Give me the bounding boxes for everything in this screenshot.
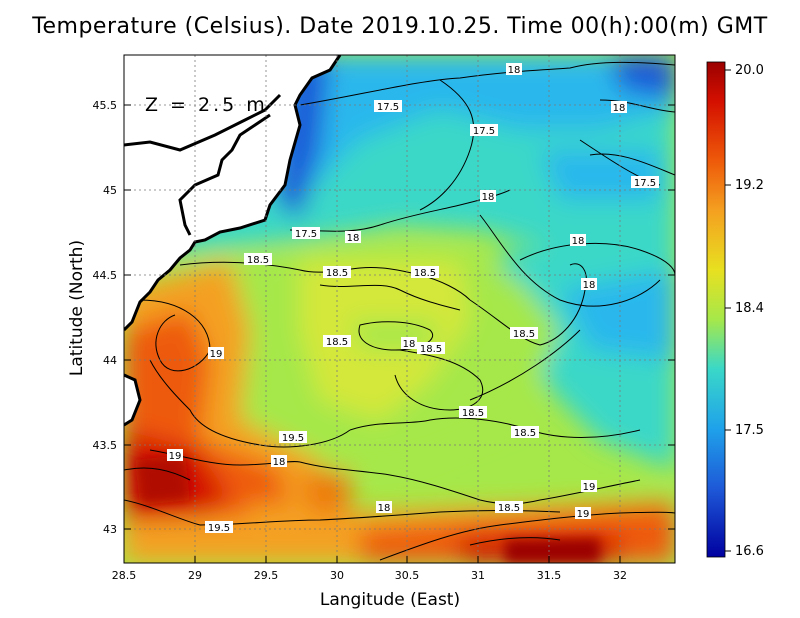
y-axis-label: Latitude (North) [67,239,87,377]
x-tick-label: 31.5 [537,569,562,582]
contour-label-bg [510,327,538,339]
y-tick-label: 45.5 [93,99,118,112]
contour-label: 18 [403,339,416,350]
contour-label-bg [459,406,487,418]
contour-label: 18 [347,233,360,244]
x-axis-label: Langitude (East) [319,590,461,610]
contour-label: 18 [378,503,391,514]
contour-label-bg [279,431,307,443]
contour-label: 18.5 [247,255,269,266]
x-tick-label: 32 [613,569,627,582]
contour-label: 18.5 [414,268,436,279]
x-tick-label: 30.5 [395,569,420,582]
contour-label: 18.5 [420,344,442,355]
contour-label-bg [376,501,392,513]
contour-label-bg [506,63,522,75]
colorbar-tick-label: 17.5 [735,423,764,438]
contour-label-bg [167,449,183,461]
y-tick-label: 43.5 [93,439,118,452]
y-tick-label: 44.5 [93,269,118,282]
contour-label: 18 [508,65,521,76]
contour-label: 18 [583,280,596,291]
chart-title: Temperature (Celsius). Date 2019.10.25. … [32,14,768,39]
y-axis-ticks: 43 43.5 44 44.5 45 45.5 [93,99,675,536]
y-tick-label: 43 [103,523,117,536]
contour-label-bg [374,100,402,112]
contour-label-bg [271,455,287,467]
contour-label-bg [323,266,351,278]
x-tick-label: 28.5 [112,569,137,582]
colorbar-scale [706,61,726,558]
contour-label-bg [495,501,523,513]
contour-label: 17.5 [377,102,399,113]
contour-label-bg [631,176,659,188]
contour-label: 19 [210,349,223,360]
x-tick-label: 29.5 [254,569,279,582]
contour-label: 18.5 [513,329,535,340]
contour-label-bg [208,347,224,359]
contour-label: 18.5 [498,503,520,514]
contour-label: 18.5 [326,337,348,348]
x-axis-ticks: 28.5 29 29.5 30 30.5 31 31.5 32 [112,556,627,582]
y-tick-label: 44 [103,354,117,367]
colorbar: 20.0 19.2 18.4 17.5 16.6 [706,61,764,559]
colorbar-tick-label: 18.4 [735,301,764,316]
contour-label: 19 [169,451,182,462]
contour-label-bg [323,335,351,347]
coastline-west [124,373,142,427]
contour-label-bg [575,507,591,519]
coastline [124,55,342,332]
depth-label: Z = 2.5 m [145,94,268,116]
contour-label: 19 [577,509,590,520]
contour-label-bg [401,337,417,349]
contour-label-bg [292,227,320,239]
contour-label-bg [345,231,361,243]
contour-label: 17.5 [634,178,656,189]
contour-label-bg [417,342,445,354]
contour-label: 18.5 [462,408,484,419]
contour-label: 18 [273,457,286,468]
contour-label-bg [470,124,498,136]
contour-label: 17.5 [295,229,317,240]
contour-labels: 18 17.5 17.5 18 17.5 18 17.5 18 18 18.5 18.5 18.5 18… [167,63,659,534]
contour-label-bg [611,101,627,113]
y-tick-label: 45 [103,184,117,197]
contour-label: 17.5 [473,126,495,137]
colorbar-tick-label: 20.0 [735,63,764,78]
contour-label-bg [570,234,586,246]
contour-label: 18 [572,236,585,247]
land-mass [124,55,340,330]
x-tick-label: 29 [188,569,202,582]
contour-label-bg [411,266,439,278]
contour-label-bg [581,278,597,290]
contour-label: 18 [613,103,626,114]
colorbar-tick-label: 16.6 [735,544,764,559]
contour-label-bg [205,521,233,533]
contour-label: 19.5 [208,523,230,534]
temperature-field: 18 17.5 17.5 18 17.5 18 17.5 18 18 18.5 18.5 18.5 18… [124,55,675,563]
contour-label-bg [244,253,272,265]
contour-label-bg [581,480,597,492]
x-tick-label: 31 [471,569,485,582]
contour-label-bg [511,426,539,438]
contour-label: 19 [583,482,596,493]
contour-label: 19.5 [282,433,304,444]
colorbar-ticks: 20.0 19.2 18.4 17.5 16.6 [725,63,764,559]
x-tick-label: 30 [330,569,344,582]
contour-label-bg [480,190,496,202]
coastline-crimea [124,93,282,236]
contour-label: 18 [482,192,495,203]
colorbar-tick-label: 19.2 [735,178,764,193]
contour-label: 18.5 [514,428,536,439]
plot-frame [123,54,676,564]
contour-label: 18.5 [326,268,348,279]
